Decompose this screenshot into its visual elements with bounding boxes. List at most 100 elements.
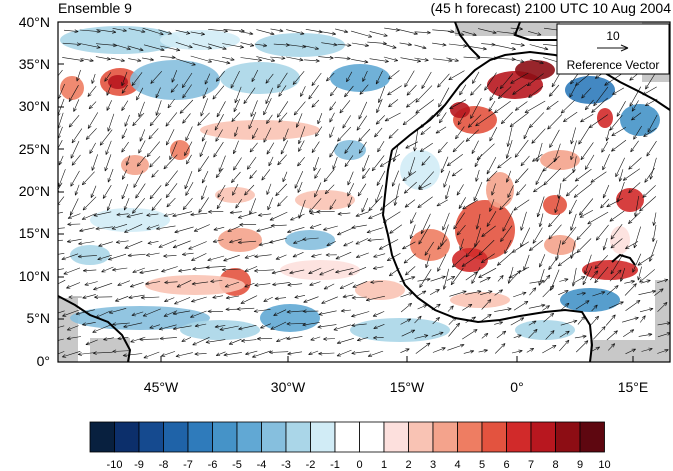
wind-vector (506, 170, 512, 183)
wind-vector (124, 224, 143, 233)
wind-vector (260, 323, 271, 329)
wind-vector (590, 171, 607, 183)
wind-vector (375, 70, 383, 85)
wind-vector (82, 322, 96, 326)
wind-vector (421, 71, 432, 89)
wind-vector (110, 57, 125, 63)
wind-vector (473, 181, 483, 202)
wind-vector (418, 182, 432, 190)
wind-vector (139, 269, 159, 274)
wind-vector (559, 339, 570, 352)
wind-vector (344, 155, 354, 168)
colorbar-swatch (530, 421, 556, 453)
wind-vector (229, 238, 242, 244)
wind-vector (529, 287, 537, 296)
wind-vector (406, 84, 417, 96)
wind-vector (170, 84, 179, 93)
wind-vector (133, 170, 144, 188)
wind-vector (631, 100, 639, 112)
wind-vector (642, 185, 656, 198)
wind-vector (58, 253, 65, 255)
wind-vector (181, 337, 192, 342)
wind-vector (91, 154, 98, 171)
wind-vector (326, 241, 336, 246)
lat-tick-label: 10°N (19, 268, 50, 284)
wind-vector (250, 100, 258, 117)
wind-vector (201, 185, 207, 200)
wind-vector (496, 252, 513, 266)
wind-vector (329, 112, 335, 123)
wind-vector (155, 100, 162, 116)
wind-vector (127, 253, 146, 258)
wind-vector (369, 31, 388, 37)
wind-vector (494, 343, 506, 354)
lon-tick-label: 0° (510, 379, 523, 395)
wind-vector (611, 139, 627, 152)
wind-vector (639, 315, 646, 323)
wind-vector (266, 142, 275, 155)
wind-vector (416, 290, 427, 297)
wind-vector (545, 330, 555, 340)
wind-vector (531, 128, 546, 144)
wind-vector (654, 288, 664, 296)
wind-vector (622, 316, 639, 323)
wind-vector (628, 157, 642, 170)
wind-vector (362, 168, 370, 179)
wind-vector (351, 350, 370, 355)
lon-tick-label: 15°E (618, 379, 649, 395)
wind-vector (543, 168, 561, 186)
wind-vector (569, 84, 577, 98)
wind-vector (471, 140, 479, 155)
wind-vector (388, 128, 399, 139)
wind-vector (415, 99, 435, 114)
wind-vector (160, 55, 176, 60)
wind-vector (513, 334, 522, 339)
wind-vector (298, 140, 305, 152)
wind-vector (403, 181, 417, 194)
lat-tick-label: 25°N (19, 141, 50, 157)
wind-vector (263, 127, 272, 143)
wind-vector (573, 183, 593, 198)
wind-vector (465, 290, 482, 295)
wind-vector (488, 100, 496, 112)
wind-vector (625, 241, 639, 250)
wind-vector (574, 168, 592, 182)
wind-vector (151, 169, 159, 178)
wind-vector (602, 238, 608, 251)
anomaly-region (108, 75, 128, 89)
wind-vector (446, 57, 459, 62)
wind-vector (298, 126, 306, 145)
anomaly-region (455, 200, 515, 260)
wind-vector (526, 348, 535, 353)
wind-vector (191, 281, 209, 286)
wind-vector (79, 43, 101, 49)
wind-vector (252, 350, 272, 358)
wind-vector (347, 183, 355, 197)
wind-vector (106, 84, 112, 96)
wind-vector (58, 69, 63, 77)
wind-vector (445, 185, 451, 200)
wind-vector (478, 239, 495, 256)
wind-vector (402, 113, 418, 126)
wind-vector (358, 101, 368, 120)
wind-vector (275, 254, 287, 260)
wind-vector (62, 309, 80, 317)
wind-vector (149, 112, 161, 127)
wind-vector (106, 100, 112, 111)
wind-vector (480, 253, 495, 264)
wind-vector (510, 72, 529, 84)
wind-vector (256, 29, 275, 36)
wind-vector (235, 199, 243, 209)
wind-vector (147, 240, 159, 245)
wind-vector (178, 268, 191, 273)
wind-vector (391, 170, 399, 187)
wind-vector (497, 86, 512, 99)
wind-vector (529, 279, 545, 284)
anomaly-region (121, 155, 149, 175)
wind-vector (194, 323, 207, 328)
wind-vector (62, 351, 81, 358)
wind-vector (244, 282, 255, 288)
wind-vector (421, 155, 431, 166)
wind-vector (265, 73, 274, 84)
wind-vector (576, 291, 586, 296)
